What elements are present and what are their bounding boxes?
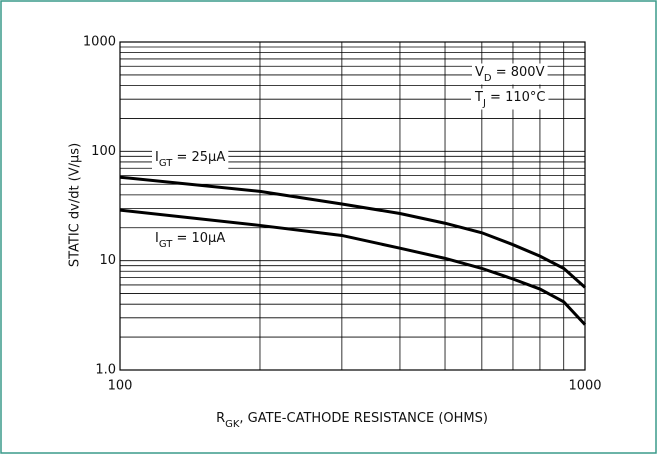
x-axis-label: RGK, GATE-CATHODE RESISTANCE (OHMS) xyxy=(216,411,488,430)
x-tick-label: 1000 xyxy=(568,379,601,394)
text-part: = 110°C xyxy=(486,90,546,105)
text-part: V xyxy=(475,65,484,80)
label-background xyxy=(471,88,549,110)
text-part: D xyxy=(484,73,492,84)
x-tick-label: 100 xyxy=(108,379,133,394)
label-background xyxy=(152,229,229,251)
y-tick-label: 1000 xyxy=(83,35,116,50)
label-background xyxy=(152,148,229,170)
series-label: IGT = 25µA xyxy=(155,150,225,169)
text-part: = 10µA xyxy=(172,231,225,246)
text-part: I xyxy=(155,231,159,246)
y-axis-label: STATIC dv/dt (V/µs) xyxy=(68,143,83,267)
text-part: J xyxy=(482,98,486,109)
label-background xyxy=(472,63,548,85)
y-tick-label: 10 xyxy=(99,253,116,268)
annotation: TJ = 110°C xyxy=(474,90,545,109)
text-part: R xyxy=(216,411,225,426)
text-part: GK xyxy=(225,419,240,430)
text-part: = 800V xyxy=(492,65,545,80)
text-part: , GATE-CATHODE RESISTANCE (OHMS) xyxy=(239,411,488,426)
y-tick-label: 100 xyxy=(91,144,116,159)
line-series xyxy=(119,208,587,326)
text-part: T xyxy=(474,90,483,105)
y-tick-label: 1.0 xyxy=(95,363,116,378)
text-part: = 25µA xyxy=(172,150,225,165)
annotation: VD = 800V xyxy=(475,65,545,84)
plot-border xyxy=(119,41,586,371)
series-label: IGT = 10µA xyxy=(155,231,225,250)
text-part: GT xyxy=(159,158,173,169)
text-part: I xyxy=(155,150,159,165)
text-part: GT xyxy=(159,239,173,250)
line-series xyxy=(119,175,586,289)
